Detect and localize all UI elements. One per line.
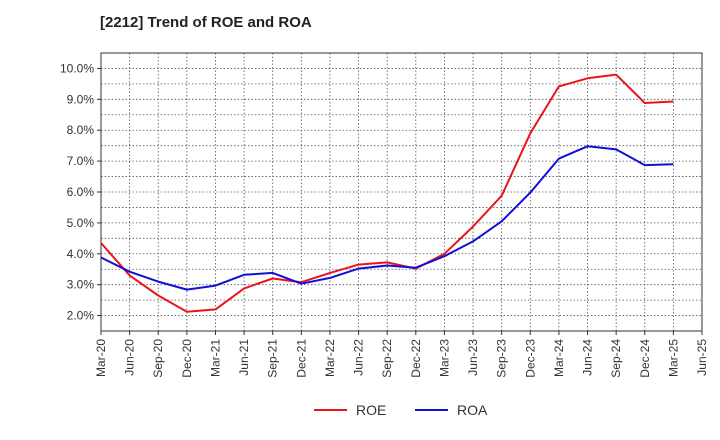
x-tick-label: Jun-25 <box>695 339 709 376</box>
x-tick-label: Mar-25 <box>666 339 680 377</box>
series-line-roe <box>100 73 674 313</box>
x-tick-label: Mar-20 <box>94 339 108 377</box>
x-tick-label: Mar-22 <box>323 339 337 377</box>
x-tick-label: Sep-23 <box>495 339 509 378</box>
y-tick-label: 10.0% <box>60 61 94 75</box>
y-tick-label: 7.0% <box>67 154 95 168</box>
y-tick-label: 6.0% <box>67 185 95 199</box>
x-tick-label: Sep-21 <box>266 339 280 378</box>
x-tick-label: Dec-24 <box>638 339 652 378</box>
x-tick-label: Sep-22 <box>380 339 394 378</box>
y-tick-label: 9.0% <box>67 92 95 106</box>
y-tick-label: 2.0% <box>67 309 95 323</box>
x-tick-label: Jun-24 <box>581 339 595 376</box>
x-tick-label: Mar-24 <box>552 339 566 377</box>
chart-title: [2212] Trend of ROE and ROA <box>100 14 312 31</box>
legend-label-roa: ROA <box>457 402 488 418</box>
x-tick-label: Jun-21 <box>237 339 251 376</box>
y-tick-label: 4.0% <box>67 247 95 261</box>
y-tick-label: 3.0% <box>67 278 95 292</box>
legend-label-roe: ROE <box>356 402 386 418</box>
x-tick-label: Dec-22 <box>409 339 423 378</box>
x-tick-label: Sep-24 <box>609 339 623 378</box>
x-tick-label: Dec-23 <box>523 339 537 378</box>
y-tick-label: 5.0% <box>67 216 95 230</box>
x-tick-label: Jun-23 <box>466 339 480 376</box>
series-line-roa <box>100 145 674 291</box>
x-tick-label: Dec-20 <box>180 339 194 378</box>
x-tick-label: Dec-21 <box>294 339 308 378</box>
x-tick-label: Jun-20 <box>123 339 137 376</box>
x-tick-label: Sep-20 <box>151 339 165 378</box>
y-tick-label: 8.0% <box>67 123 95 137</box>
x-tick-label: Jun-22 <box>352 339 366 376</box>
x-tick-label: Mar-23 <box>437 339 451 377</box>
x-tick-label: Mar-21 <box>208 339 222 377</box>
